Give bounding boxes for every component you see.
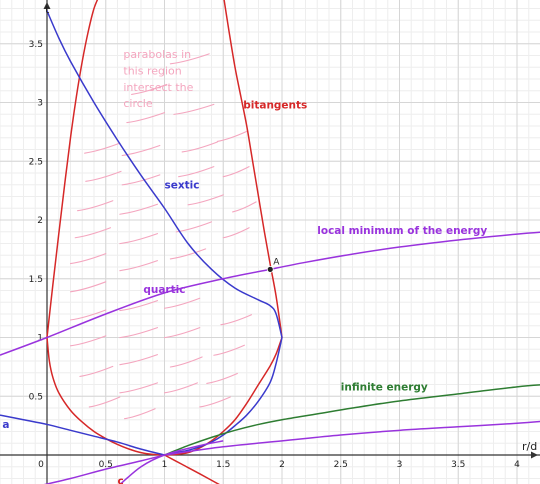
- hatch-stroke: [69, 253, 107, 265]
- x-tick-label: 0.5: [99, 460, 113, 470]
- hatch-stroke: [119, 260, 158, 272]
- hatch-stroke: [199, 396, 231, 408]
- y-tick-label: 3.5: [29, 40, 43, 50]
- annotation-label: circle: [123, 97, 152, 110]
- sextic-curve: [46, 10, 283, 338]
- hatch-stroke: [77, 200, 114, 212]
- hatch-stroke: [131, 83, 168, 95]
- x-tick-label: 1.5: [216, 460, 230, 470]
- y-tick-label: 2.5: [29, 157, 43, 167]
- x-axis-arrow: [531, 451, 538, 459]
- hatch-stroke: [79, 365, 114, 377]
- points[interactable]: A: [266, 257, 280, 273]
- hatch-stroke: [88, 396, 121, 408]
- bitangents-curve: [164, 337, 283, 456]
- annotation-label: this region: [123, 64, 181, 77]
- unlabeled-curve: [119, 440, 224, 484]
- hatch-stroke: [84, 142, 121, 154]
- annotations: parabolas in this region intersect the circ…: [2, 48, 487, 484]
- x-tick-label: 3: [397, 460, 403, 470]
- sextic-curve: [0, 414, 165, 456]
- hatch-stroke: [119, 354, 158, 366]
- hatch-stroke: [69, 309, 107, 321]
- point-a[interactable]: [266, 265, 274, 273]
- hatch-stroke: [119, 327, 158, 339]
- hatch-stroke: [175, 221, 213, 233]
- bitangents-curve: [164, 454, 220, 484]
- y-axis-arrow: [43, 2, 51, 9]
- annotation-label: quartic: [143, 284, 185, 296]
- x-tick-label: 2.5: [334, 460, 348, 470]
- unlabeled-curve: [164, 420, 540, 456]
- annotation-label: sextic: [165, 179, 200, 191]
- hatch-stroke: [119, 382, 158, 394]
- x-tick-label: 2: [279, 460, 285, 470]
- infinite-energy-curve: [164, 384, 540, 456]
- hatch-stroke: [163, 382, 198, 394]
- tick-labels: 0 0.5 1 1.5 2 2.5 3 3.5 4 0.5 1 1.5 2 2.5 3 3.5: [29, 40, 520, 470]
- sextic-curve: [164, 337, 283, 456]
- y-tick-label: 0.5: [29, 392, 43, 402]
- y-tick-label: 3: [37, 99, 43, 109]
- annotation-label: parabolas in: [123, 48, 191, 61]
- y-tick-label: 2: [37, 216, 43, 226]
- bitangents-curve: [46, 337, 165, 456]
- hatch-stroke: [173, 103, 215, 115]
- hatch-stroke: [85, 170, 122, 182]
- hatch-stroke: [222, 166, 250, 178]
- hatch-stroke: [169, 356, 203, 368]
- x-tick-label: 1: [162, 460, 168, 470]
- point-a-label: A: [273, 257, 280, 267]
- quartic-curve: [0, 268, 271, 356]
- hatch-stroke: [187, 194, 224, 206]
- local-minimum-of-the-energy-curve: [270, 231, 540, 271]
- hatch-stroke: [163, 327, 201, 339]
- x-axis-title: r/d: [522, 440, 537, 453]
- y-tick-label: 1: [37, 334, 43, 344]
- hatch-stroke: [121, 174, 161, 186]
- hatch-stroke: [119, 203, 158, 215]
- x-tick-label: 0: [38, 460, 44, 470]
- hatch-stroke: [178, 166, 215, 178]
- hatch-stroke: [232, 201, 257, 213]
- hatch-stroke: [74, 227, 111, 239]
- hatch-stroke: [124, 408, 156, 420]
- region-hatching: [69, 53, 257, 420]
- bitangents-curve: [46, 0, 99, 338]
- annotation-label: a: [2, 419, 9, 431]
- annotation-label: local minimum of the energy: [317, 225, 487, 237]
- annotation-label: infinite energy: [341, 381, 428, 393]
- hatch-stroke: [169, 248, 207, 260]
- annotation-label: c: [118, 475, 124, 484]
- hatch-stroke: [220, 314, 252, 326]
- hatch-stroke: [121, 144, 161, 157]
- hatch-stroke: [222, 227, 250, 239]
- hatch-stroke: [216, 130, 248, 142]
- unlabeled-curve: [43, 454, 165, 484]
- annotation-label: intersect the: [123, 81, 193, 94]
- y-axis-title: t: [45, 3, 50, 16]
- y-tick-label: 1.5: [29, 275, 43, 285]
- annotation-label: bitangents: [243, 99, 307, 111]
- hatch-stroke: [163, 297, 201, 309]
- hatch-stroke: [69, 335, 107, 347]
- hatch-stroke: [206, 372, 238, 384]
- hatch-stroke: [119, 233, 158, 245]
- hatch-stroke: [181, 141, 218, 153]
- x-tick-label: 4: [514, 460, 520, 470]
- hatch-stroke: [119, 300, 158, 312]
- hatch-stroke: [169, 53, 210, 65]
- hatch-stroke: [126, 112, 166, 124]
- hatch-stroke: [213, 344, 245, 356]
- bitangents-curve: [223, 0, 283, 338]
- x-tick-label: 3.5: [451, 460, 465, 470]
- hatch-stroke: [69, 281, 107, 293]
